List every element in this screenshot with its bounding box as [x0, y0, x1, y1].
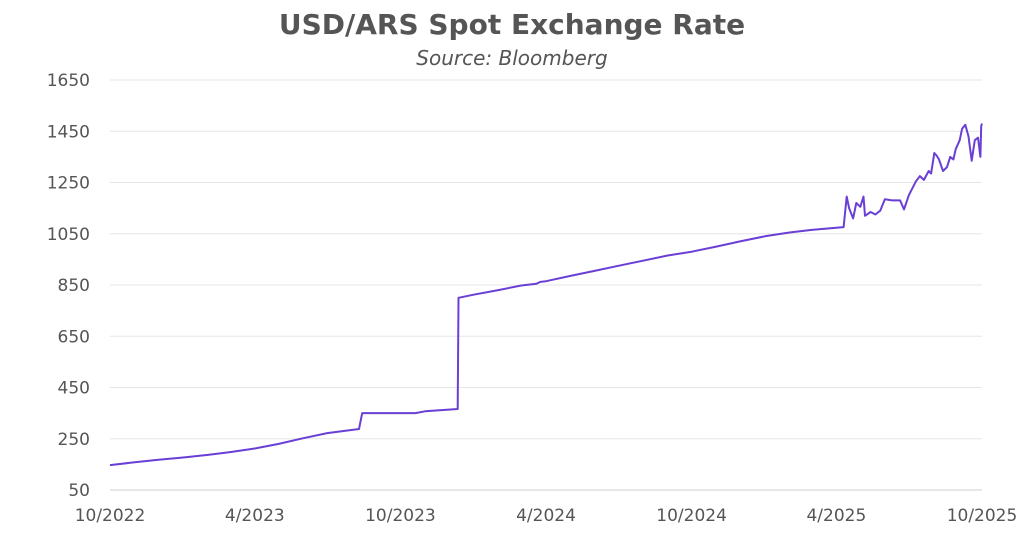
x-tick-label: 10/2024	[656, 506, 727, 526]
y-tick-label: 1450	[47, 122, 90, 142]
chart-title: USD/ARS Spot Exchange Rate	[278, 8, 746, 41]
x-tick-label: 4/2025	[806, 506, 866, 526]
x-tick-label: 10/2022	[75, 506, 146, 526]
x-tick-label: 4/2024	[516, 506, 576, 526]
x-tick-label: 10/2023	[365, 506, 436, 526]
x-tick-label: 4/2023	[225, 506, 285, 526]
y-tick-label: 1650	[47, 71, 90, 91]
y-tick-label: 50	[68, 481, 90, 501]
y-tick-label: 250	[58, 430, 90, 450]
chart-subtitle: Source: Bloomberg	[416, 46, 608, 70]
y-tick-label: 1250	[47, 174, 90, 194]
y-tick-label: 1050	[47, 225, 90, 245]
x-tick-label: 10/2025	[947, 506, 1018, 526]
y-tick-label: 850	[58, 276, 90, 296]
series-line-usd-ars	[109, 123, 983, 467]
y-tick-label: 650	[58, 327, 90, 347]
y-tick-label: 450	[58, 379, 90, 399]
